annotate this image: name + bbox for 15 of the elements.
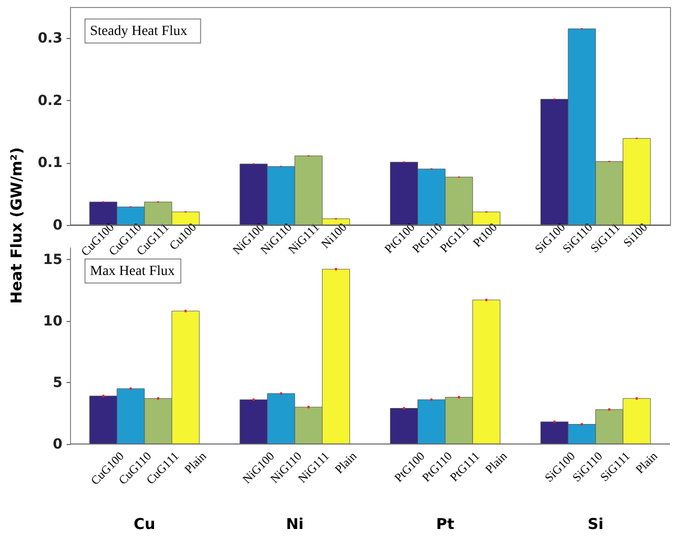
text: Cu — [134, 515, 156, 533]
text: Steady Heat Flux — [90, 24, 188, 39]
text: Pt — [436, 515, 454, 533]
text: Ni — [286, 515, 304, 533]
y-tick-label: 15 — [43, 252, 62, 268]
y-axis-title: Heat Flux (GW/m²) — [8, 147, 26, 304]
text: Max Heat Flux — [90, 264, 175, 279]
y-tick-label: 5 — [52, 374, 62, 391]
text: Si — [588, 515, 604, 533]
y-tick-label: 0 — [52, 436, 63, 452]
y-tick-label: 10 — [43, 313, 63, 330]
y-tick-label: 0.3 — [38, 30, 62, 47]
y-tick-label: 0.1 — [38, 155, 62, 172]
y-tick-label: 0 — [52, 218, 63, 234]
y-tick-label: 0.2 — [38, 92, 62, 109]
